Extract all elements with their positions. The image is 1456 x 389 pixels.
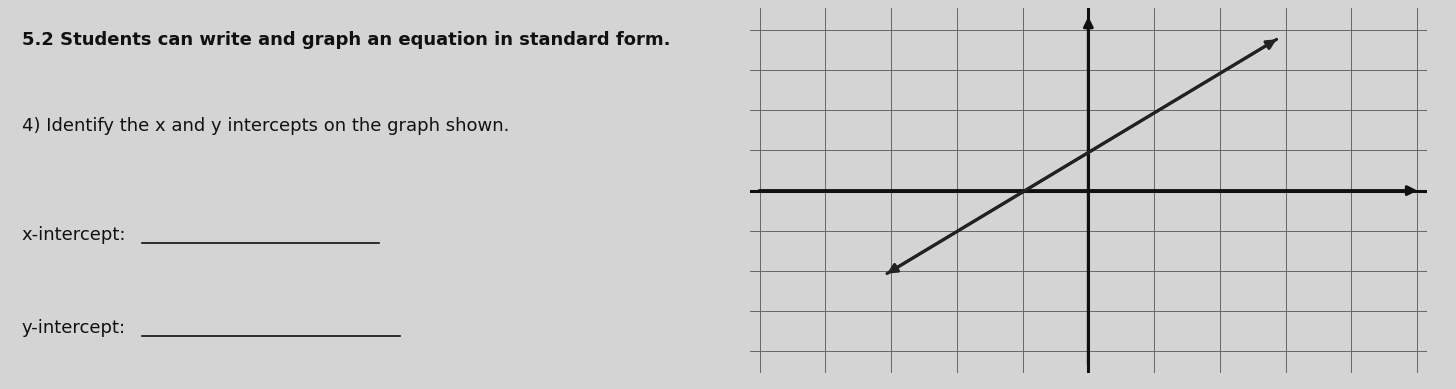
Text: 4) Identify the x and y intercepts on the graph shown.: 4) Identify the x and y intercepts on th… [22, 117, 510, 135]
Text: 5.2 Students can write and graph an equation in standard form.: 5.2 Students can write and graph an equa… [22, 31, 670, 49]
Text: y-intercept:: y-intercept: [22, 319, 127, 337]
Text: x-intercept:: x-intercept: [22, 226, 127, 244]
